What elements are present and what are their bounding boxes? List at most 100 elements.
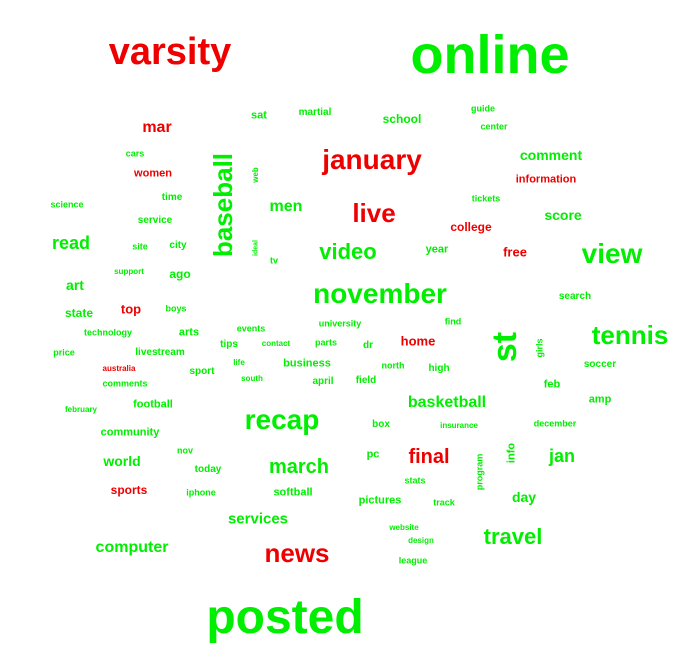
cloud-word-website: website bbox=[389, 523, 419, 532]
cloud-word-ideal: ideal bbox=[252, 240, 260, 256]
cloud-word-school: school bbox=[382, 112, 422, 126]
cloud-word-livestream: livestream bbox=[135, 347, 185, 358]
cloud-word-february: february bbox=[64, 405, 98, 414]
cloud-word-north: north bbox=[381, 360, 405, 371]
cloud-word-recap: recap bbox=[244, 404, 320, 435]
cloud-word-jan: jan bbox=[548, 446, 576, 466]
cloud-word-tickets: tickets bbox=[471, 193, 501, 204]
cloud-word-city: city bbox=[169, 240, 187, 251]
cloud-word-free: free bbox=[503, 244, 527, 260]
cloud-word-high: high bbox=[428, 363, 450, 374]
cloud-word-information: information bbox=[515, 173, 577, 186]
cloud-word-track: track bbox=[433, 497, 455, 508]
cloud-word-march: march bbox=[268, 456, 330, 478]
cloud-word-business: business bbox=[283, 357, 331, 370]
cloud-word-time: time bbox=[161, 192, 183, 203]
cloud-word-design: design bbox=[408, 536, 434, 545]
cloud-word-online: online bbox=[410, 25, 570, 85]
cloud-word-news: news bbox=[264, 538, 330, 568]
cloud-word-events: events bbox=[236, 323, 266, 334]
cloud-word-softball: softball bbox=[273, 486, 313, 499]
cloud-word-st: st bbox=[486, 331, 524, 363]
cloud-word-contact: contact bbox=[261, 339, 291, 348]
cloud-word-travel: travel bbox=[483, 524, 543, 549]
cloud-word-view: view bbox=[581, 238, 643, 269]
cloud-word-science: science bbox=[50, 199, 84, 210]
cloud-word-january: january bbox=[322, 144, 422, 175]
cloud-word-posted: posted bbox=[206, 591, 364, 644]
cloud-word-comments: comments bbox=[102, 378, 148, 389]
cloud-word-day: day bbox=[511, 489, 537, 505]
cloud-word-december: december bbox=[533, 418, 577, 429]
cloud-word-university: university bbox=[318, 318, 362, 329]
cloud-word-read: read bbox=[51, 233, 91, 253]
cloud-word-home: home bbox=[400, 333, 436, 349]
cloud-word-amp: amp bbox=[588, 393, 612, 406]
cloud-word-services: services bbox=[227, 510, 289, 528]
cloud-word-girls: girls bbox=[534, 338, 545, 358]
cloud-word-price: price bbox=[53, 347, 75, 358]
cloud-word-program: program bbox=[474, 453, 485, 491]
cloud-word-find: find bbox=[444, 316, 462, 327]
cloud-word-australia: australia bbox=[102, 364, 136, 373]
cloud-word-live: live bbox=[352, 198, 396, 228]
cloud-word-technology: technology bbox=[83, 327, 133, 338]
cloud-word-top: top bbox=[120, 301, 142, 317]
cloud-word-soccer: soccer bbox=[583, 359, 617, 370]
cloud-word-pictures: pictures bbox=[358, 494, 402, 507]
cloud-word-video: video bbox=[319, 239, 377, 264]
cloud-word-comment: comment bbox=[519, 147, 583, 163]
cloud-word-world: world bbox=[103, 453, 141, 469]
cloud-word-box: box bbox=[372, 419, 390, 430]
cloud-word-college: college bbox=[450, 220, 492, 234]
cloud-word-parts: parts bbox=[314, 337, 338, 348]
cloud-word-search: search bbox=[558, 291, 592, 302]
cloud-word-support: support bbox=[114, 267, 144, 276]
cloud-word-stats: stats bbox=[404, 475, 426, 486]
cloud-word-final: final bbox=[408, 446, 450, 468]
cloud-word-arts: arts bbox=[178, 326, 200, 339]
cloud-word-feb: feb bbox=[543, 378, 561, 391]
cloud-word-tv: tv bbox=[269, 255, 279, 266]
cloud-word-sport: sport bbox=[189, 366, 215, 377]
cloud-word-women: women bbox=[134, 167, 172, 180]
cloud-word-field: field bbox=[355, 375, 377, 386]
cloud-word-mar: mar bbox=[142, 119, 172, 136]
cloud-word-center: center bbox=[480, 121, 508, 132]
cloud-word-guide: guide bbox=[471, 103, 495, 114]
cloud-word-varsity: varsity bbox=[108, 31, 232, 73]
cloud-word-site: site bbox=[132, 241, 148, 252]
cloud-word-sports: sports bbox=[110, 483, 148, 497]
cloud-word-computer: computer bbox=[95, 539, 169, 556]
cloud-word-iphone: iphone bbox=[186, 487, 216, 498]
cloud-word-april: april bbox=[312, 376, 334, 387]
cloud-word-pc: pc bbox=[366, 448, 380, 461]
cloud-word-football: football bbox=[133, 398, 173, 411]
cloud-word-web: web bbox=[251, 167, 260, 183]
cloud-word-dr: dr bbox=[363, 340, 373, 351]
cloud-word-men: men bbox=[269, 198, 303, 215]
cloud-word-today: today bbox=[194, 464, 222, 475]
cloud-word-cars: cars bbox=[125, 148, 145, 159]
cloud-word-ago: ago bbox=[169, 267, 191, 281]
cloud-word-service: service bbox=[137, 215, 173, 226]
cloud-word-info: info bbox=[505, 442, 518, 464]
cloud-word-year: year bbox=[425, 243, 449, 256]
cloud-word-community: community bbox=[100, 426, 160, 439]
cloud-word-south: south bbox=[241, 374, 263, 383]
cloud-word-boys: boys bbox=[165, 303, 187, 314]
cloud-word-martial: martial bbox=[298, 107, 332, 118]
cloud-word-tips: tips bbox=[220, 339, 238, 350]
cloud-word-baseball: baseball bbox=[208, 152, 238, 258]
cloud-word-life: life bbox=[233, 358, 245, 367]
cloud-word-score: score bbox=[544, 207, 582, 223]
cloud-word-league: league bbox=[398, 555, 428, 566]
cloud-word-insurance: insurance bbox=[440, 421, 478, 430]
cloud-word-sat: sat bbox=[251, 109, 267, 122]
cloud-word-basketball: basketball bbox=[407, 394, 487, 411]
cloud-word-nov: nov bbox=[176, 445, 194, 456]
cloud-word-state: state bbox=[64, 306, 94, 320]
cloud-word-november: november bbox=[313, 278, 447, 309]
cloud-word-tennis: tennis bbox=[591, 320, 669, 350]
